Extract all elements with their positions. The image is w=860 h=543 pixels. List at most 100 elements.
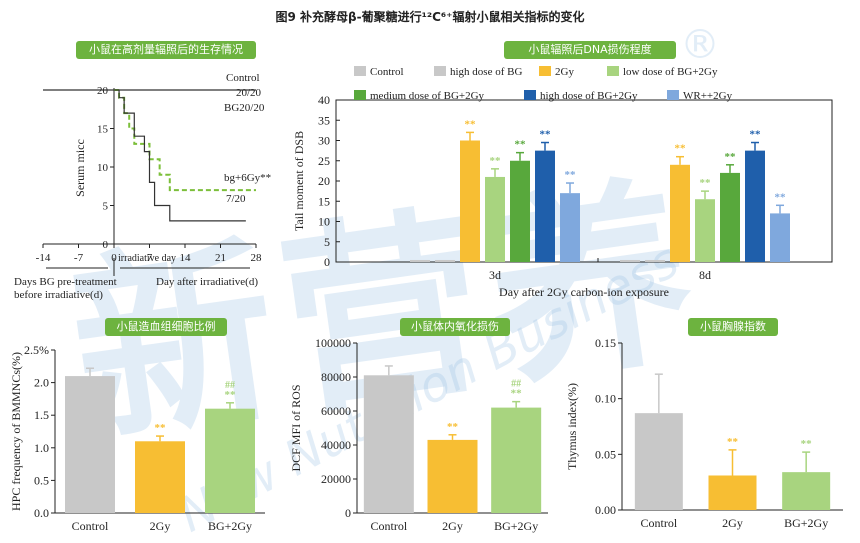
dna-significance-mark: ** [565,169,577,181]
survival-x-tick-label: 7 [147,252,153,264]
dna-legend-label: medium dose of BG+2Gy [370,90,485,102]
survival-after-label: Day after irradiative(d) [156,276,258,288]
survival-panel-title: 小鼠在高剂量辐照后的生存情况 [76,41,256,59]
dna-bar [645,259,665,262]
dna-y-tick-label: 35 [318,113,330,127]
dna-bar [670,164,690,262]
dna-bar [410,259,430,262]
dna-significance-mark: ** [515,139,527,151]
survival-bg-label: BG20/20 [224,102,265,114]
hpc-y-tick-label: 2.5% [24,343,49,357]
dna-y-tick-label: 25 [318,154,330,168]
hpc-x-category-label: 2Gy [150,519,171,533]
thymus-y-tick-label: 0.05 [595,447,616,461]
dna-bar [535,150,555,262]
dna-significance-mark: ** [750,129,762,141]
dna-significance-mark: ** [675,143,687,155]
dna-y-tick-label: 5 [324,235,330,249]
ros-x-category-label: BG+2Gy [494,519,538,533]
dna-legend-swatch [524,90,536,100]
ros-significance-mark: ** [447,421,459,433]
dna-bar [510,160,530,262]
thymus-bar [708,475,757,510]
dna-y-tick-label: 20 [318,174,330,188]
survival-series-line-1 [114,89,256,192]
dna-legend-label: high dose of BG+2Gy [540,90,638,102]
hpc-y-tick-label: 1.5 [34,408,49,422]
dna-panel-title: 小鼠辐照后DNA损伤程度 [504,41,676,59]
survival-y-tick-label: 5 [103,201,109,213]
dna-y-tick-label: 0 [324,255,330,269]
dna-significance-mark: ** [490,155,502,167]
hpc-bar [65,376,115,513]
dna-bar [620,259,640,262]
thymus-y-tick-label: 0.00 [595,503,616,517]
hpc-significance-mark: ** [155,422,167,434]
dna-legend-label: low dose of BG+2Gy [623,66,718,78]
dna-bar [695,199,715,262]
ros-x-category-label: Control [370,519,407,533]
ros-bar [427,439,478,513]
dna-legend-swatch [607,66,619,76]
dna-y-tick-label: 40 [318,93,330,107]
survival-x-tick-label: 28 [251,252,263,264]
survival-y-tick-label: 15 [97,124,109,136]
survival-x-tick-label: 14 [180,252,192,264]
survival-y-tick-label: 20 [97,85,109,97]
ros-y-tick-label: 60000 [321,404,351,418]
ros-y-tick-label: 100000 [315,336,351,350]
survival-x-tick-label: 21 [215,252,226,264]
dna-y-tick-label: 30 [318,134,330,148]
dna-significance-mark: ** [540,129,552,141]
dna-y-tick-label: 10 [318,215,330,229]
survival-series-line-2 [114,89,246,222]
hpc-x-category-label: Control [72,519,109,533]
ros-panel-title: 小鼠体内氧化损伤 [400,318,510,336]
dna-significance-mark: ** [700,177,712,189]
survival-y-axis-label: Serum micc [73,139,87,197]
dna-significance-mark: ** [775,191,787,203]
thymus-x-category-label: BG+2Gy [784,516,828,530]
thymus-significance-mark: ** [727,436,739,448]
thymus-bar [634,413,683,510]
dna-legend-label: WR++2Gy [683,90,733,102]
dna-bar [460,140,480,262]
thymus-x-category-label: Control [640,516,677,530]
ros-x-category-label: 2Gy [442,519,463,533]
dna-bar [770,213,790,262]
thymus-x-category-label: 2Gy [722,516,743,530]
ros-y-tick-label: 0 [345,506,351,520]
ros-significance-mark-2: ## [511,379,521,390]
thymus-significance-mark: ** [801,438,813,450]
dna-legend-label: 2Gy [555,66,574,78]
survival-control-label: Control [226,72,260,84]
survival-irradiative-day: irradiative day [118,253,177,264]
dna-legend-swatch [434,66,446,76]
dna-legend-label: Control [370,66,404,78]
dna-legend-swatch [354,90,366,100]
figure-title: 图9 补充酵母β-葡聚糖进行¹²C⁶⁺辐射小鼠相关指标的变化 [275,10,585,24]
dna-x-category-label: 8d [699,268,711,282]
dna-x-axis-label: Day after 2Gy carbon-ion exposure [499,285,669,299]
ros-y-axis-label: DCF MFI of ROS [289,384,303,471]
ros-significance-mark: ** [511,388,523,400]
dna-legend-swatch [667,90,679,100]
survival-y-tick-label: 10 [97,162,109,174]
hpc-y-tick-label: 0.0 [34,506,49,520]
dna-bar [720,172,740,262]
ros-bar [363,375,414,513]
dna-significance-mark: ** [725,151,737,163]
thymus-bar [782,472,831,510]
hpc-significance-mark-2: ## [225,380,235,391]
ros-y-tick-label: 20000 [321,472,351,486]
thymus-y-tick-label: 0.15 [595,336,616,350]
ros-y-tick-label: 40000 [321,438,351,452]
hpc-significance-mark: ** [225,389,237,401]
hpc-y-axis-label: HPC frequency of BMMNCs(%) [9,352,23,511]
dna-legend-label: high dose of BG [450,66,522,78]
survival-bg6gy-label: bg+6Gy** [224,172,272,184]
survival-y-tick-label: 0 [103,239,109,251]
hpc-x-category-label: BG+2Gy [208,519,252,533]
survival-x-tick-label: -7 [74,252,84,264]
